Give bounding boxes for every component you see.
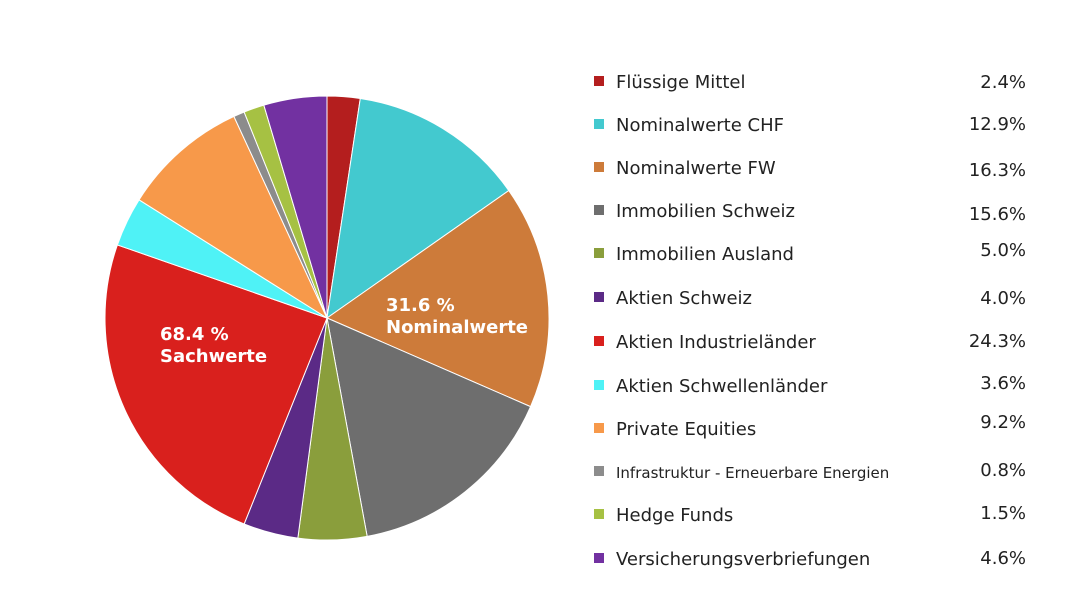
legend-swatch	[594, 205, 604, 215]
legend-swatch	[594, 76, 604, 86]
legend-item: Immobilien Ausland 5.0%	[594, 240, 1034, 266]
legend-swatch	[594, 336, 604, 346]
annotation-nominalwerte-pct: 31.6 %	[386, 295, 455, 316]
legend-value: 0.8%	[980, 460, 1026, 481]
legend-item: Infrastruktur - Erneuerbare Energien 0.8%	[594, 458, 1034, 484]
legend-swatch	[594, 248, 604, 258]
legend-label: Nominalwerte FW	[616, 158, 776, 179]
legend-item: Private Equities 9.2%	[594, 412, 1034, 441]
legend-item: Nominalwerte FW 16.3%	[594, 154, 1034, 181]
legend-label: Hedge Funds	[616, 505, 734, 526]
pie-slice-1	[326, 97, 510, 320]
legend-value: 2.4%	[980, 72, 1026, 93]
legend-item: Aktien Schweiz 4.0%	[594, 284, 1034, 310]
legend-label: Private Equities	[616, 419, 757, 440]
legend-value: 5.0%	[980, 240, 1026, 261]
legend-label: Aktien Schwellenländer	[616, 376, 828, 397]
legend-label: Infrastruktur - Erneuerbare Energien	[616, 464, 890, 482]
legend-item: Aktien Schwellenländer 3.6%	[594, 372, 1034, 398]
legend-value: 1.5%	[980, 503, 1026, 524]
pie-slice-8	[138, 115, 329, 320]
legend-value: 3.6%	[980, 373, 1026, 394]
legend-value: 12.9%	[968, 114, 1026, 135]
legend-label: Versicherungsverbriefungen	[616, 549, 871, 570]
pie-slice-11	[263, 95, 328, 319]
legend-value: 9.2%	[980, 412, 1026, 433]
legend-item: Versicherungsverbriefungen 4.6%	[594, 545, 1034, 571]
legend-label: Immobilien Ausland	[616, 244, 794, 265]
legend-swatch	[594, 162, 604, 172]
legend-label: Immobilien Schweiz	[616, 201, 795, 222]
legend-item: Aktien Industrieländer 24.3%	[594, 328, 1034, 354]
legend-value: 16.3%	[968, 160, 1026, 181]
legend-swatch	[594, 119, 604, 129]
annotation-nominalwerte-label: Nominalwerte	[386, 317, 528, 338]
legend-value: 4.6%	[980, 548, 1026, 569]
legend-swatch	[594, 423, 604, 433]
annotation-sachwerte-pct: 68.4 %	[160, 324, 229, 345]
annotation-sachwerte-label: Sachwerte	[160, 346, 267, 367]
legend-value: 24.3%	[968, 331, 1026, 352]
legend-item: Immobilien Schweiz 15.6%	[594, 197, 1034, 225]
legend-swatch	[594, 509, 604, 519]
legend-item: Flüssige Mittel 2.4%	[594, 68, 1034, 94]
legend-value: 4.0%	[980, 288, 1026, 309]
pie-slice-6	[104, 244, 328, 525]
legend-label: Flüssige Mittel	[616, 72, 746, 93]
legend-swatch	[594, 466, 604, 476]
legend-swatch	[594, 553, 604, 563]
legend-label: Nominalwerte CHF	[616, 115, 784, 136]
legend-item: Nominalwerte CHF 12.9%	[594, 111, 1034, 137]
legend-swatch	[594, 380, 604, 390]
legend-item: Hedge Funds 1.5%	[594, 501, 1034, 527]
legend-label: Aktien Industrieländer	[616, 332, 816, 353]
legend-value: 15.6%	[968, 204, 1026, 225]
pie-slice-2	[325, 189, 550, 408]
pie-slice-3	[326, 317, 532, 537]
legend-label: Aktien Schweiz	[616, 288, 752, 309]
legend-swatch	[594, 292, 604, 302]
